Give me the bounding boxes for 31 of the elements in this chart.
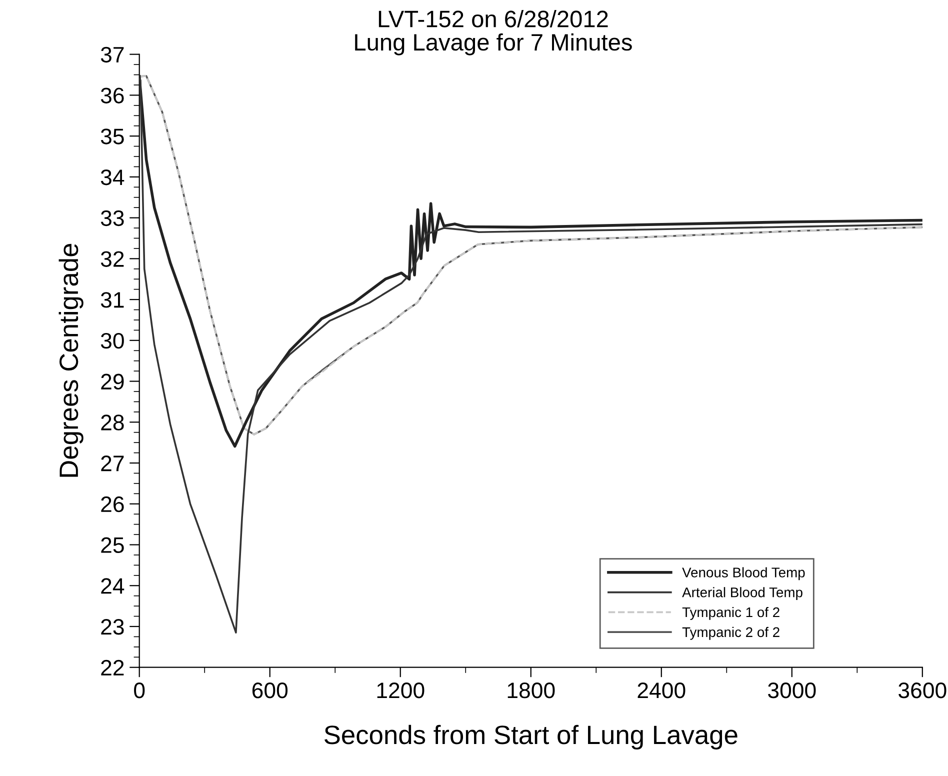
legend-label: Tympanic 2 of 2 bbox=[682, 626, 780, 640]
x-tick-label: 600 bbox=[252, 682, 288, 698]
y-tick-label: 32 bbox=[100, 251, 124, 267]
y-tick-label: 25 bbox=[101, 537, 124, 554]
y-tick-label: 34 bbox=[100, 169, 124, 186]
x-tick-label: 0 bbox=[134, 682, 145, 698]
legend-label: Venous Blood Temp bbox=[682, 567, 805, 580]
y-tick-label: 22 bbox=[101, 660, 124, 676]
x-tick-label: 2400 bbox=[638, 682, 686, 698]
chart-title: LVT-152 on 6/28/2012 bbox=[378, 10, 608, 28]
y-tick-label: 29 bbox=[101, 374, 124, 390]
x-axis-title: Seconds from Start of Lung Lavage bbox=[324, 724, 738, 750]
y-tick-label: 28 bbox=[101, 414, 124, 430]
legend-label: Tympanic 1 of 2 bbox=[682, 606, 780, 620]
x-tick-label: 1800 bbox=[508, 682, 555, 698]
chart-subtitle: Lung Lavage for 7 Minutes bbox=[355, 33, 632, 56]
y-axis-title: Degrees Centigrade bbox=[58, 244, 84, 477]
y-tick-label: 36 bbox=[100, 88, 124, 104]
y-tick-label: 37 bbox=[100, 46, 124, 63]
y-tick-label: 33 bbox=[100, 210, 124, 226]
y-tick-label: 30 bbox=[100, 332, 124, 349]
y-tick-label: 35 bbox=[100, 128, 124, 144]
legend-label: Arterial Blood Temp bbox=[682, 587, 802, 600]
y-tick-label: 23 bbox=[101, 619, 124, 635]
x-tick-label: 1200 bbox=[377, 682, 424, 698]
x-tick-label: 3000 bbox=[768, 682, 816, 698]
y-tick-label: 26 bbox=[101, 496, 124, 512]
y-tick-label: 31 bbox=[100, 292, 124, 308]
x-tick-label: 3600 bbox=[898, 682, 946, 698]
y-tick-label: 27 bbox=[101, 456, 124, 472]
y-tick-label: 24 bbox=[101, 578, 124, 594]
